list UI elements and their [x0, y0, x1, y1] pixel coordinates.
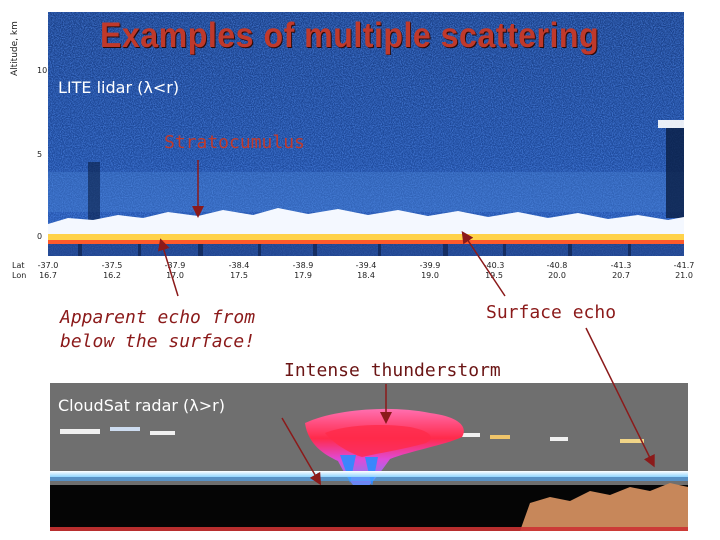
radar-image [50, 383, 688, 531]
y-tick-5: 5 [37, 150, 43, 159]
lidar-image [48, 12, 684, 256]
lidar-backscatter-plot [48, 12, 684, 256]
lon-value: 21.0 [675, 271, 693, 280]
radar-label: CloudSat radar (λ>r) [58, 396, 225, 415]
lon-value: 18.4 [357, 271, 375, 280]
lon-row-label: Lon [12, 271, 27, 280]
thunderstorm-label: Intense thunderstorm [284, 360, 501, 381]
lon-value: 20.0 [548, 271, 566, 280]
lon-value: 19.5 [485, 271, 503, 280]
lat-value: -39.4 [355, 261, 377, 270]
lat-value: -38.4 [228, 261, 250, 270]
lidar-label: LITE lidar (λ<r) [58, 78, 180, 97]
stratocumulus-label: Stratocumulus [164, 132, 305, 153]
lat-value: -40.3 [483, 261, 505, 270]
y-tick-10: 10 [37, 66, 48, 75]
lat-value: -41.3 [610, 261, 632, 270]
surface-echo-label: Surface echo [486, 302, 617, 323]
lon-value: 16.2 [103, 271, 121, 280]
y-axis-title: Altitude, km [10, 21, 20, 76]
lon-value: 17.9 [294, 271, 312, 280]
lon-value: 17.5 [230, 271, 248, 280]
lat-value: -41.7 [673, 261, 695, 270]
lat-value: -37.5 [101, 261, 123, 270]
lat-value: -38.9 [292, 261, 314, 270]
y-tick-0: 0 [37, 232, 43, 241]
radar-reflectivity-plot [50, 383, 688, 531]
lon-value: 20.7 [612, 271, 630, 280]
lat-value: -37.9 [164, 261, 186, 270]
lon-value: 19.0 [421, 271, 439, 280]
lon-value: 16.7 [39, 271, 57, 280]
lat-value: -37.0 [37, 261, 59, 270]
lat-value: -39.9 [419, 261, 441, 270]
apparent-echo-label: Apparent echo from below the surface! [60, 306, 255, 354]
apparent-echo-line1: Apparent echo from [60, 307, 256, 328]
apparent-echo-line2: below the surface! [60, 331, 256, 352]
lat-value: -40.8 [546, 261, 568, 270]
lon-value: 17.0 [166, 271, 184, 280]
lat-row-label: Lat [12, 261, 25, 270]
slide-title: Examples of multiple scattering [100, 16, 600, 55]
